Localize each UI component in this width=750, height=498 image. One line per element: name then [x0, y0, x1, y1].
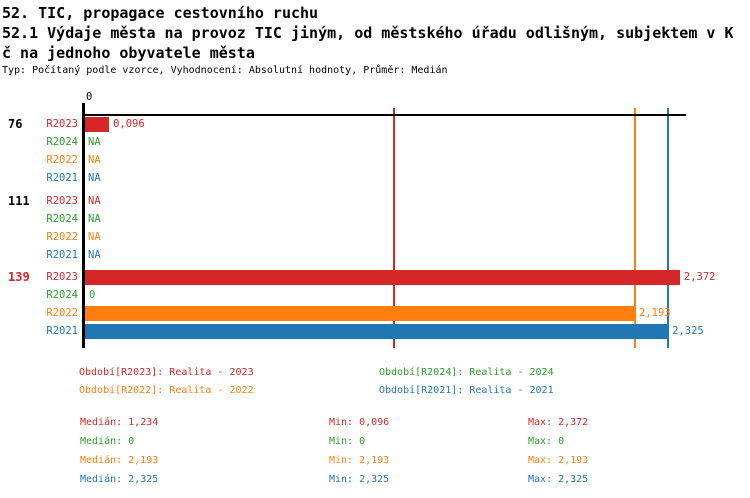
indicator-meta: Typ: Počítaný podle vzorce, Vyhodnocení:…	[2, 65, 448, 76]
y-axis-line	[82, 103, 85, 348]
bar	[85, 117, 110, 132]
x-axis-line	[82, 114, 686, 116]
legend-item-r2022: Období[R2022]: Realita - 2022	[79, 385, 254, 396]
bar-value-label: 0	[89, 289, 96, 301]
group-id-label: 76	[8, 117, 23, 131]
bar-value-label: 2,325	[672, 325, 704, 337]
bar-value-label: 0,096	[113, 118, 145, 130]
median-line	[667, 108, 670, 348]
median-line	[634, 108, 636, 348]
stat-max-r2023: Max: 2,372	[528, 417, 589, 428]
group-id-label: 139	[8, 270, 30, 284]
series-label: R2021	[46, 172, 78, 184]
stat-median-r2023: Medián: 1,234	[80, 417, 159, 428]
stat-max-r2024: Max: 0	[528, 436, 565, 447]
series-label: R2021	[46, 325, 78, 337]
stat-max-r2022: Max: 2,193	[528, 455, 589, 466]
series-label: R2022	[46, 230, 78, 243]
stat-median-r2021: Medián: 2,325	[80, 474, 159, 485]
series-label: R2023	[46, 271, 78, 283]
series-label: R2022	[46, 307, 78, 319]
stat-min-r2024: Min: 0	[329, 436, 366, 447]
stat-max-r2021: Max: 2,325	[528, 474, 589, 485]
bar-value-label: 2,372	[683, 271, 716, 283]
bar-value-label: NA	[88, 154, 101, 166]
legend-item-r2023: Období[R2023]: Realita - 2023	[79, 367, 254, 378]
median-line	[393, 108, 396, 348]
bar-value-label: NA	[88, 172, 101, 184]
stat-median-r2022: Medián: 2,193	[80, 455, 159, 466]
group-id-label: 111	[8, 193, 30, 208]
bar	[85, 306, 635, 321]
stat-median-r2024: Medián: 0	[80, 436, 135, 447]
series-label: R2023	[46, 194, 78, 207]
report-section-title: 52. TIC, propagace cestovního ruchu	[2, 4, 319, 22]
series-label: R2024	[46, 136, 78, 148]
bar	[85, 270, 680, 285]
indicator-title-line2: č na jednoho obyvatele města	[2, 44, 255, 62]
series-label: R2024	[46, 212, 78, 225]
bar	[85, 324, 669, 339]
bar-value-label: NA	[88, 194, 101, 207]
series-label: R2024	[46, 289, 78, 301]
series-label: R2021	[46, 248, 78, 261]
legend-item-r2021: Období[R2021]: Realita - 2021	[379, 385, 554, 396]
bar-value-label: NA	[88, 212, 101, 225]
stat-min-r2021: Min: 2,325	[329, 474, 390, 485]
x-tick-label: 0	[86, 91, 93, 103]
series-label: R2022	[46, 154, 78, 166]
bar-value-label: NA	[88, 136, 101, 148]
indicator-title-line1: 52.1 Výdaje města na provoz TIC jiným, o…	[2, 24, 734, 42]
bar-value-label: NA	[88, 230, 101, 243]
bar-value-label: 2,193	[639, 307, 671, 319]
series-label: R2023	[46, 118, 78, 130]
stat-min-r2023: Min: 0,096	[329, 417, 390, 428]
bar-value-label: NA	[88, 248, 101, 261]
legend-item-r2024: Období[R2024]: Realita - 2024	[379, 367, 554, 378]
stat-min-r2022: Min: 2,193	[329, 455, 390, 466]
